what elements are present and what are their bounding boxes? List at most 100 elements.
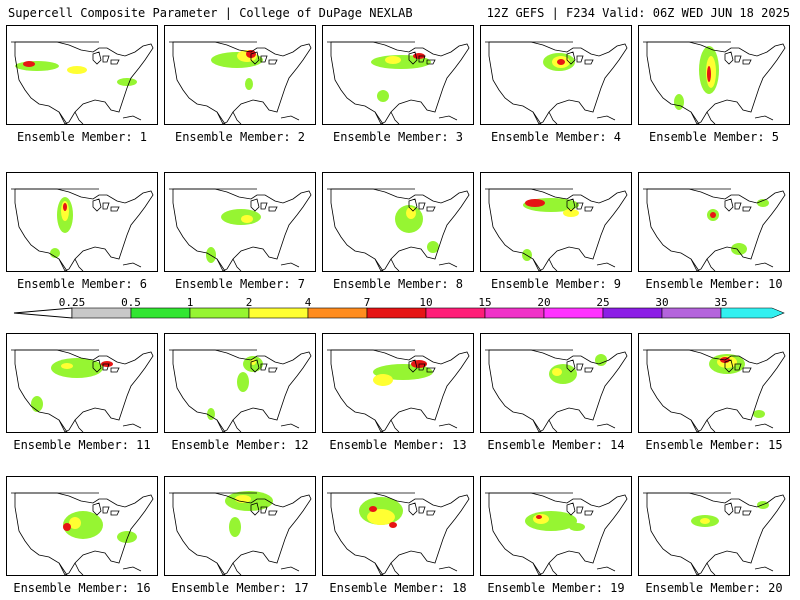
great-lakes <box>724 502 752 516</box>
great-lakes <box>408 359 436 373</box>
cuba-coast <box>438 115 458 121</box>
cuba-coast <box>280 566 300 572</box>
scp-contour <box>525 511 577 531</box>
usa-outline <box>488 492 628 575</box>
ensemble-member-map <box>6 476 158 576</box>
ensemble-member-label: Ensemble Member: 18 <box>329 581 467 595</box>
ensemble-member-map <box>6 172 158 272</box>
scp-contour <box>117 531 137 543</box>
scp-contour <box>369 506 377 512</box>
ensemble-member-label: Ensemble Member: 10 <box>645 277 783 291</box>
mexico-coast <box>532 419 558 432</box>
ensemble-member-map <box>322 333 474 433</box>
scp-contour <box>757 199 769 207</box>
ensemble-member-map <box>164 476 316 576</box>
ensemble-member-map <box>638 25 790 125</box>
colorbar-segment <box>307 307 368 319</box>
usa-basemap <box>485 188 628 271</box>
scp-contour <box>367 509 395 525</box>
scp-contour <box>63 523 71 531</box>
great-lakes <box>724 359 752 373</box>
great-lakes <box>92 359 120 373</box>
ensemble-member-map <box>322 172 474 272</box>
ensemble-member-label: Ensemble Member: 20 <box>645 581 783 595</box>
ensemble-member-label: Ensemble Member: 11 <box>13 438 151 452</box>
usa-basemap <box>485 349 628 432</box>
ensemble-member-map <box>638 172 790 272</box>
mexico-coast <box>532 111 558 124</box>
scp-contour <box>241 215 253 223</box>
ensemble-member-map <box>6 25 158 125</box>
usa-basemap <box>327 492 470 575</box>
mexico-coast <box>690 258 716 271</box>
great-lakes <box>566 502 594 516</box>
mexico-coast <box>374 562 400 575</box>
cuba-coast <box>754 423 774 429</box>
colorbar-tick-label: 0.25 <box>59 296 86 309</box>
great-lakes <box>724 198 752 212</box>
great-lakes <box>566 198 594 212</box>
ensemble-member-map <box>480 476 632 576</box>
usa-outline <box>14 188 154 271</box>
run-info: 12Z GEFS | F234 Valid: 06Z WED JUN 18 20… <box>486 6 790 20</box>
usa-outline <box>14 492 154 575</box>
colorbar-segment <box>248 307 309 319</box>
mexico-coast <box>58 111 84 124</box>
colorbar-low-arrow <box>13 307 73 319</box>
usa-outline <box>330 188 470 271</box>
scp-contour <box>557 59 565 65</box>
usa-basemap <box>643 349 786 432</box>
scp-contour <box>389 522 397 528</box>
ensemble-member-label: Ensemble Member: 7 <box>174 277 306 291</box>
scp-contour <box>710 212 716 218</box>
colorbar-tick-label: 7 <box>364 296 371 309</box>
ensemble-member-map <box>322 25 474 125</box>
mexico-coast <box>216 258 242 271</box>
ensemble-member-map <box>322 476 474 576</box>
great-lakes <box>92 51 120 65</box>
cuba-coast <box>596 423 616 429</box>
usa-basemap <box>11 492 154 575</box>
ensemble-member-label: Ensemble Member: 2 <box>174 130 306 144</box>
ensemble-member-label: Ensemble Member: 4 <box>490 130 622 144</box>
mexico-coast <box>58 258 84 271</box>
cuba-coast <box>438 423 458 429</box>
scp-contour <box>15 61 59 71</box>
ensemble-member-label: Ensemble Member: 5 <box>648 130 780 144</box>
great-lakes <box>408 198 436 212</box>
usa-outline <box>646 188 786 271</box>
cuba-coast <box>596 115 616 121</box>
colorbar-segment <box>189 307 250 319</box>
cuba-coast <box>596 566 616 572</box>
great-lakes <box>408 502 436 516</box>
scp-contour <box>207 408 215 420</box>
usa-outline <box>14 41 154 124</box>
cuba-coast <box>280 115 300 121</box>
mexico-coast <box>690 562 716 575</box>
scp-contour <box>753 410 765 418</box>
scp-contour <box>525 199 545 207</box>
ensemble-member-map <box>164 333 316 433</box>
scp-contour <box>552 368 562 376</box>
scp-contour <box>533 514 549 524</box>
scp-contour <box>23 61 35 67</box>
usa-outline <box>172 349 312 432</box>
cuba-coast <box>280 423 300 429</box>
colorbar-tick-label: 4 <box>305 296 312 309</box>
mexico-coast <box>58 562 84 575</box>
usa-outline <box>172 492 312 575</box>
ensemble-member-map <box>638 333 790 433</box>
colorbar-segment <box>130 307 191 319</box>
map-title: Supercell Composite Parameter | College … <box>8 6 413 20</box>
cuba-coast <box>754 566 774 572</box>
colorbar-tick-label: 15 <box>478 296 491 309</box>
usa-outline <box>488 188 628 271</box>
usa-outline <box>172 41 312 124</box>
ensemble-member-map <box>6 333 158 433</box>
ensemble-member-map <box>164 172 316 272</box>
colorbar-tick-label: 1 <box>187 296 194 309</box>
mexico-coast <box>216 562 242 575</box>
ensemble-member-map <box>480 25 632 125</box>
colorbar-tick-label: 20 <box>537 296 550 309</box>
ensemble-member-label: Ensemble Member: 12 <box>171 438 309 452</box>
